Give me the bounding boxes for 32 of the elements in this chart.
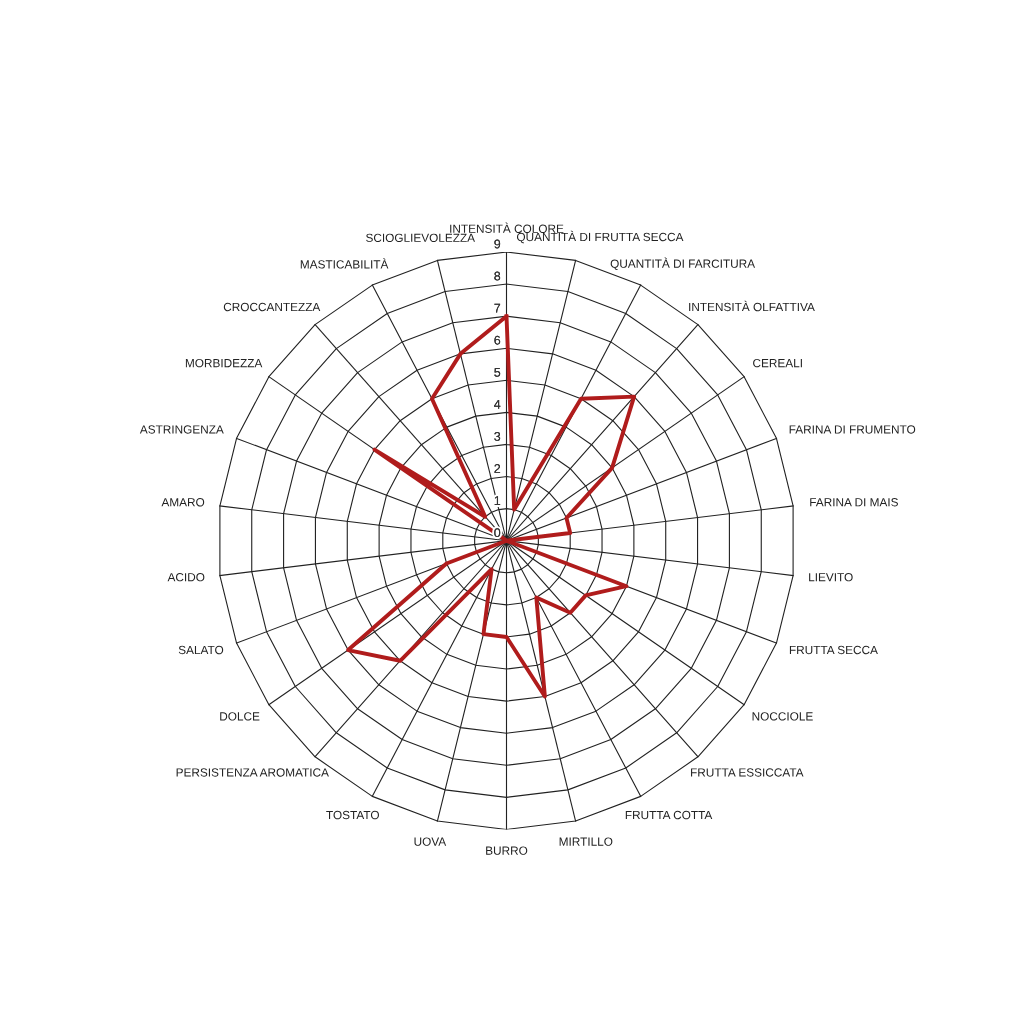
y-tick-label: 4 [494, 400, 501, 409]
spoke-label: DOLCE [220, 712, 260, 721]
spoke-label: SALATO [178, 645, 224, 655]
spoke-label: ACIDO [167, 573, 205, 582]
y-tick-label: 6 [494, 335, 501, 345]
spoke-label: FARINA DI FRUMENTO [789, 425, 916, 434]
spoke-label: LIEVITO [809, 573, 853, 582]
spoke-label: NOCCIOLE [752, 712, 813, 721]
spoke-label: MIRTILLO [559, 837, 613, 846]
spoke-label: FRUTTA COTTA [625, 810, 713, 820]
spoke-label: MORBIDEZZA [185, 358, 263, 368]
spoke-label: CROCCANTEZZA [223, 302, 321, 312]
spoke-label: BURRO [486, 846, 528, 855]
y-tick-label: 3 [494, 432, 501, 441]
spoke-label: ASTRINGENZA [139, 425, 224, 434]
spoke-label: INTENSITÀ OLFATTIVA [689, 300, 815, 312]
spoke-label: FARINA DI MAIS [810, 498, 898, 507]
y-tick-label: 5 [494, 367, 501, 377]
spoke-label: TOSTATO [326, 810, 379, 820]
spoke-label: MASTICABILITÀ [300, 258, 389, 269]
spoke-label: AMARO [161, 498, 205, 507]
y-tick-label: 7 [494, 303, 501, 313]
spoke-label: CEREALI [753, 358, 802, 368]
spoke-label: QUANTITÀ DI FARCITURA [610, 257, 756, 270]
spoke-label: SCIOGLIEVOLEZZA [366, 233, 476, 242]
y-tick-label: 9 [494, 239, 501, 249]
spoke-label: PERSISTENZA AROMATICA [176, 768, 329, 777]
y-tick-label: 2 [494, 464, 501, 473]
spoke-label: FRUTTA SECCA [789, 645, 878, 655]
spoke-label: UOVA [414, 837, 447, 846]
spoke-label: FRUTTA ESSICCATA [691, 768, 804, 777]
y-tick-label: 8 [494, 271, 501, 281]
